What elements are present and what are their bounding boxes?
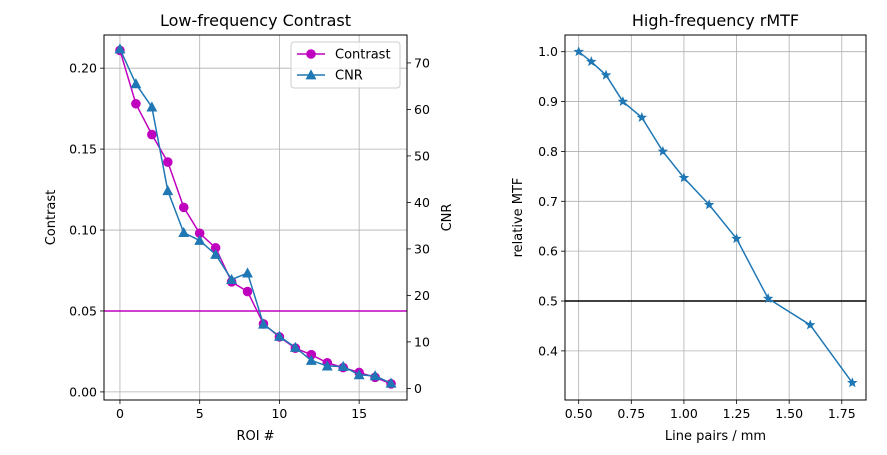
x-tick-label: 0.75 <box>617 406 645 421</box>
legend-cnr-marker <box>305 69 317 80</box>
contrast-point <box>147 129 157 140</box>
x-axis-label: Line pairs / mm <box>665 429 766 444</box>
y-tick-label: 1.0 <box>538 44 558 59</box>
y2-tick-label: 10 <box>414 334 430 349</box>
rmtf-point <box>678 172 690 183</box>
rmtf-point <box>703 199 715 210</box>
legend-items: Contrast CNR <box>297 48 391 84</box>
y2-tick-label: 30 <box>414 241 430 256</box>
chart-title: High-frequency rMTF <box>632 11 799 30</box>
y-ticks: 0.00 0.05 0.10 0.15 0.20 <box>69 61 104 399</box>
chart-title: Low-frequency Contrast <box>160 11 351 30</box>
rmtf-point <box>600 69 612 80</box>
rmtf-point <box>617 96 629 107</box>
y-tick-label: 0.05 <box>69 303 97 318</box>
y2-tick-label: 0 <box>414 381 422 396</box>
y2-tick-label: 60 <box>414 102 430 117</box>
x-ticks: 0 5 10 15 <box>116 400 367 421</box>
y2-axis-label: CNR <box>440 204 455 232</box>
rmtf-point <box>762 293 774 303</box>
contrast-point <box>178 202 189 213</box>
rmtf-point <box>573 46 584 57</box>
y-axis-label: Contrast <box>44 190 59 246</box>
cnr-point <box>337 360 349 371</box>
y-tick-label: 0.9 <box>538 94 558 109</box>
y-tick-label: 0.6 <box>538 244 558 259</box>
contrast-point <box>131 98 141 109</box>
x-tick-label: 15 <box>351 406 367 421</box>
x-tick-label: 1.75 <box>828 406 856 421</box>
y2-tick-label: 70 <box>414 55 430 70</box>
x-tick-label: 1.50 <box>775 406 803 421</box>
rmtf-point <box>636 112 648 122</box>
legend: Contrast CNR <box>290 41 401 89</box>
y-axis-label: relative MTF <box>511 178 526 258</box>
cnr-point <box>369 370 381 381</box>
y-tick-label: 0.00 <box>69 384 97 399</box>
contrast-cnr-chart: 0 5 10 15 0.00 0.05 0.10 0.15 0.20 0 10 20 30 40 50 6… <box>44 11 455 444</box>
y-tick-label: 0.5 <box>538 294 558 309</box>
x-tick-label: 1.00 <box>670 406 698 421</box>
contrast-point <box>162 157 173 167</box>
rmtf-point <box>731 233 742 244</box>
rmtf-chart: 0.50 0.75 1.00 1.25 1.50 1.75 0.4 0.5 0.6 0.7 0.8… <box>511 11 867 444</box>
y-tick-label: 0.15 <box>69 142 97 157</box>
cnr-point <box>130 78 142 89</box>
rmtf-point <box>657 145 669 156</box>
y-ticks: 0.4 0.5 0.6 0.7 0.8 0.9 1.0 <box>538 44 565 358</box>
legend-contrast-label: Contrast <box>335 48 391 63</box>
x-tick-label: 0 <box>116 406 124 421</box>
cnr-point <box>305 354 317 365</box>
x-ticks: 0.50 0.75 1.00 1.25 1.50 1.75 <box>565 400 856 421</box>
rmtf-point <box>586 56 597 67</box>
y2-tick-label: 20 <box>414 288 430 303</box>
plot-frame <box>103 34 408 401</box>
rmtf-point <box>804 319 816 330</box>
legend-contrast-marker <box>306 49 316 59</box>
cnr-point <box>289 341 301 352</box>
contrast-point <box>242 286 253 297</box>
x-tick-label: 1.25 <box>723 406 751 421</box>
y-tick-label: 0.20 <box>69 61 97 76</box>
plot-frame <box>564 34 867 401</box>
y-tick-label: 0.7 <box>538 194 558 209</box>
x-tick-label: 10 <box>271 406 287 421</box>
x-tick-label: 5 <box>196 406 204 421</box>
x-tick-label: 0.50 <box>565 406 593 421</box>
rmtf-line <box>578 51 853 384</box>
cnr-point <box>114 43 126 54</box>
rmtf-point <box>847 377 858 388</box>
cnr-point <box>194 234 206 245</box>
series-layer <box>573 46 858 388</box>
cnr-point <box>273 330 285 341</box>
cnr-point <box>226 273 238 284</box>
series-layer <box>114 43 397 389</box>
y2-tick-label: 40 <box>414 195 430 210</box>
cnr-point <box>242 267 253 278</box>
legend-cnr-label: CNR <box>335 69 363 84</box>
cnr-point <box>178 226 190 238</box>
cnr-point <box>321 360 333 371</box>
cnr-point <box>353 369 365 380</box>
y-tick-label: 0.8 <box>538 144 558 159</box>
cnr-point <box>210 248 222 259</box>
cnr-point <box>258 318 269 329</box>
cnr-point <box>385 377 397 388</box>
cnr-point <box>146 101 158 112</box>
y2-tick-label: 50 <box>414 148 430 163</box>
x-axis-label: ROI # <box>236 429 274 444</box>
cnr-point <box>162 185 174 196</box>
y2-ticks: 0 10 20 30 40 50 60 70 <box>407 55 430 396</box>
y-tick-label: 0.10 <box>69 223 97 238</box>
y-tick-label: 0.4 <box>538 343 558 358</box>
